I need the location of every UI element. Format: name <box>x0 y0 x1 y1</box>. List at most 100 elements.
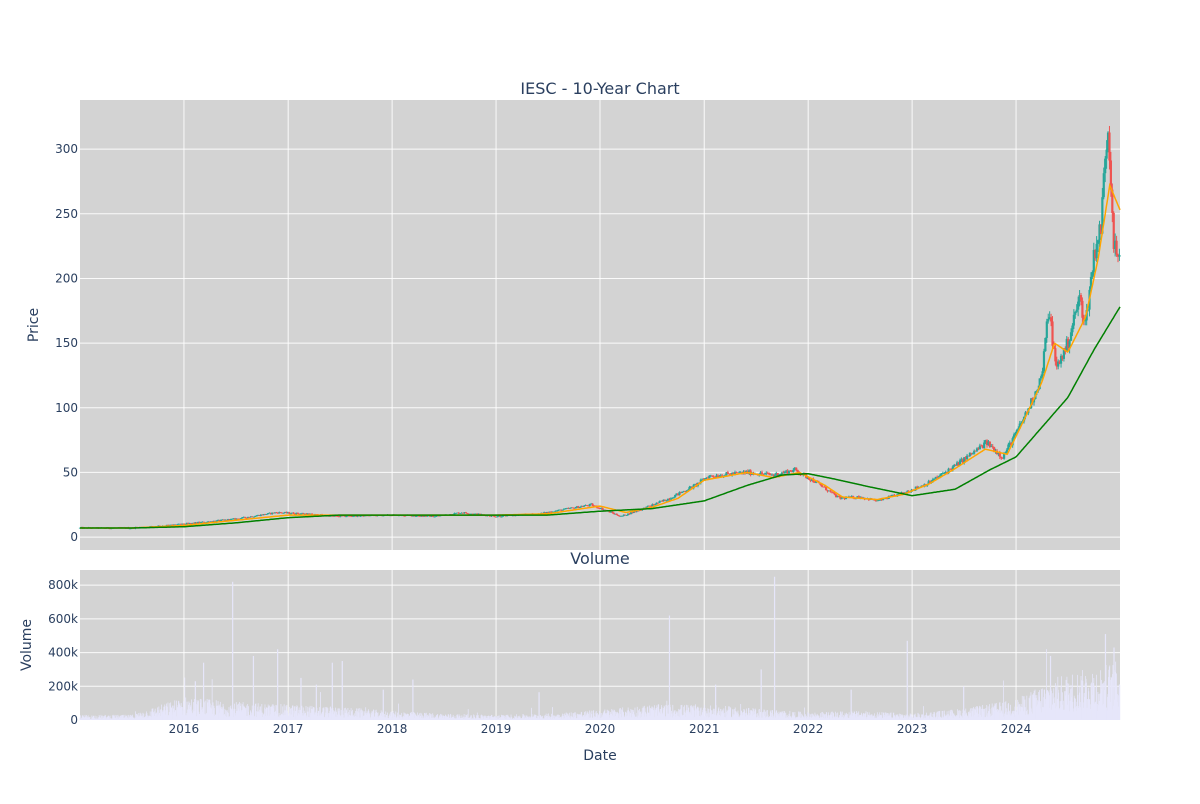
volume-bar <box>443 718 445 720</box>
volume-bar <box>796 716 798 720</box>
volume-bar <box>465 715 467 720</box>
volume-bar <box>367 712 368 720</box>
candle-body <box>876 500 879 502</box>
volume-bar <box>994 710 995 720</box>
volume-bar <box>970 713 972 720</box>
volume-bar <box>495 715 497 720</box>
volume-bar <box>431 717 433 720</box>
volume-bar <box>283 704 285 720</box>
candle-body <box>602 509 606 511</box>
volume-bar <box>235 713 237 720</box>
candle-body <box>1096 240 1100 244</box>
volume-bar <box>488 718 490 720</box>
volume-bar <box>297 715 299 720</box>
volume-bar <box>289 714 291 720</box>
volume-bar <box>868 712 870 720</box>
volume-bar <box>411 711 413 720</box>
volume-bar <box>772 710 773 720</box>
volume-bar <box>561 716 563 720</box>
volume-bar <box>219 704 221 720</box>
volume-bar <box>127 714 129 720</box>
candle-body <box>780 472 784 475</box>
volume-bar <box>130 715 132 720</box>
candle-body <box>306 513 309 515</box>
volume-bar <box>323 716 325 720</box>
volume-bar <box>365 707 367 720</box>
candle-body <box>951 466 954 471</box>
volume-bar <box>307 706 309 720</box>
volume-bar <box>655 712 656 720</box>
volume-bar <box>1026 709 1028 720</box>
volume-bar <box>606 709 608 720</box>
candle-body <box>548 511 551 513</box>
volume-bar <box>466 717 468 720</box>
volume-bar <box>707 708 709 720</box>
volume-bar <box>598 715 600 720</box>
candle-body <box>281 512 284 514</box>
volume-bar <box>215 700 217 720</box>
volume-bar <box>266 707 268 720</box>
volume-bar <box>259 706 261 720</box>
volume-bar <box>542 718 544 720</box>
volume-bar <box>430 715 432 720</box>
volume-bar <box>879 712 881 720</box>
volume-bar <box>999 702 1001 720</box>
volume-bar <box>1034 689 1036 720</box>
volume-bar <box>705 711 707 720</box>
volume-bar <box>1037 700 1039 720</box>
volume-bar <box>473 714 475 720</box>
volume-bar <box>913 717 915 720</box>
volume-bar <box>860 715 862 720</box>
candle-body <box>565 508 569 509</box>
volume-bar <box>140 715 142 720</box>
volume-bar <box>773 714 775 720</box>
volume-bar <box>367 713 369 720</box>
volume-bar <box>556 716 558 720</box>
volume-bar <box>512 718 513 720</box>
volume-bar <box>478 717 480 720</box>
candle-body <box>1044 337 1047 352</box>
volume-bar <box>1079 692 1081 720</box>
volume-bar <box>660 708 661 720</box>
volume-bar <box>1077 694 1079 720</box>
volume-bar <box>1026 695 1028 720</box>
volume-bar <box>528 716 530 720</box>
volume-bar <box>648 712 650 720</box>
volume-bar <box>97 718 99 720</box>
candle-body <box>836 496 839 498</box>
volume-bar <box>399 714 400 720</box>
volume-bar <box>848 718 850 720</box>
volume-bar <box>627 707 629 720</box>
volume-bar <box>202 662 205 720</box>
candle-body <box>457 512 460 514</box>
volume-bar <box>225 710 227 720</box>
x-tick-label: 2024 <box>1001 722 1032 736</box>
candle-body <box>571 507 574 509</box>
volume-bar <box>827 714 829 720</box>
volume-bar <box>198 700 199 720</box>
volume-bar <box>618 715 620 720</box>
volume-bar <box>521 718 522 720</box>
volume-bar <box>1082 680 1084 720</box>
volume-bar <box>257 703 259 720</box>
volume-bar <box>188 701 190 720</box>
candle-body <box>965 455 969 460</box>
volume-bar <box>212 714 213 720</box>
volume-bar <box>830 712 832 720</box>
volume-bar <box>721 714 722 720</box>
volume-bar <box>687 707 689 720</box>
volume-bar <box>829 715 831 720</box>
volume-bar <box>557 716 558 720</box>
volume-bar <box>587 712 589 720</box>
volume-bar <box>345 709 347 720</box>
volume-bar <box>908 716 910 720</box>
volume-bar <box>341 661 343 720</box>
volume-bar <box>666 700 668 720</box>
volume-bar <box>996 709 998 720</box>
volume-bar <box>715 684 717 720</box>
candle-body <box>1092 249 1095 272</box>
candle-body <box>279 512 282 514</box>
volume-bar <box>105 715 106 720</box>
volume-bar <box>92 717 94 720</box>
volume-bar <box>711 710 712 720</box>
